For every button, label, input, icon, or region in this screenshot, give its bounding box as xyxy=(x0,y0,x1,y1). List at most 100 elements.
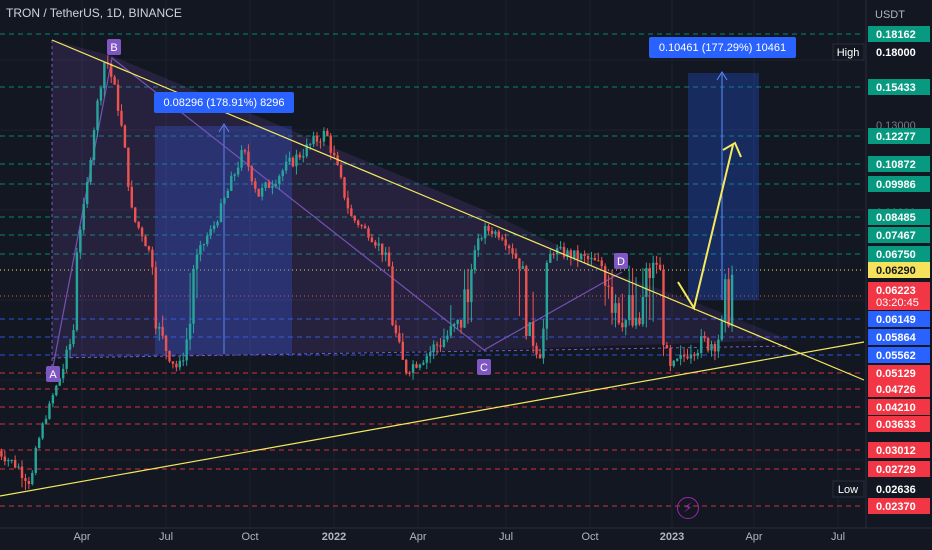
candle xyxy=(202,244,206,246)
candle xyxy=(110,63,113,77)
candle xyxy=(504,239,507,246)
flash-icon[interactable]: ⚡ xyxy=(677,497,699,519)
candle xyxy=(483,225,487,239)
candle xyxy=(662,269,665,345)
candle xyxy=(511,248,514,254)
candle xyxy=(85,182,89,205)
candle xyxy=(68,344,72,350)
candle xyxy=(120,110,123,126)
pattern-point-label: D xyxy=(617,256,625,268)
candle xyxy=(356,220,360,226)
candle xyxy=(593,258,597,261)
candle xyxy=(34,447,37,473)
last-price-value: 0.06223 xyxy=(876,285,916,297)
candle xyxy=(507,245,511,249)
candle xyxy=(89,159,92,183)
candle xyxy=(717,339,720,352)
candle xyxy=(370,237,374,243)
level-tag-label: 0.05129 xyxy=(876,368,916,380)
candle xyxy=(418,364,422,368)
low-tag xyxy=(868,481,930,497)
candle xyxy=(432,344,435,353)
time-tick-label: 2022 xyxy=(322,531,346,543)
last-price-tag xyxy=(868,282,930,310)
candle xyxy=(144,236,147,247)
candle xyxy=(44,418,48,424)
candle xyxy=(161,326,164,336)
candle xyxy=(192,268,195,324)
level-tag xyxy=(868,442,930,458)
candle xyxy=(17,466,20,468)
candle xyxy=(610,286,614,313)
candle xyxy=(3,456,7,462)
level-tag xyxy=(868,128,930,144)
candle xyxy=(13,459,17,468)
candle xyxy=(473,250,477,270)
high-value: 0.18000 xyxy=(876,47,916,59)
candle xyxy=(435,344,439,346)
candle xyxy=(61,368,65,379)
candle xyxy=(689,354,693,359)
pattern-fill-right xyxy=(484,210,790,350)
candle xyxy=(127,147,130,187)
candle xyxy=(463,289,466,328)
candle xyxy=(384,252,387,256)
candle xyxy=(696,352,699,356)
candle xyxy=(199,245,202,255)
candle xyxy=(518,258,521,269)
candle xyxy=(264,182,267,188)
candle xyxy=(658,264,662,270)
candle xyxy=(442,339,446,347)
candle xyxy=(487,225,490,231)
candle xyxy=(614,303,617,313)
candle xyxy=(257,188,260,197)
candle xyxy=(586,255,590,260)
time-tick-label: Oct xyxy=(241,531,258,543)
candle xyxy=(617,303,621,323)
candle xyxy=(521,266,525,269)
time-tick-label: Apr xyxy=(745,531,762,543)
level-tag xyxy=(868,311,930,327)
candle xyxy=(295,154,298,167)
candle xyxy=(706,338,710,351)
candle xyxy=(655,262,658,265)
level-tag-label: 0.04210 xyxy=(876,402,916,414)
candle xyxy=(686,356,689,359)
high-label: High xyxy=(837,47,860,59)
low-badge xyxy=(832,480,865,498)
level-tag xyxy=(868,246,930,262)
candle xyxy=(603,266,607,286)
candle xyxy=(326,130,329,136)
candle xyxy=(651,262,655,279)
level-tag xyxy=(868,416,930,432)
candle xyxy=(600,260,603,267)
candle xyxy=(154,267,157,329)
candle xyxy=(240,150,243,168)
candle xyxy=(48,403,51,419)
candle xyxy=(302,156,305,158)
candle xyxy=(391,266,394,326)
candle xyxy=(466,289,470,303)
chart-title: TRON / TetherUS, 1D, BINANCE xyxy=(6,6,182,20)
pattern-point-B xyxy=(107,39,121,55)
candle xyxy=(408,372,411,374)
candle xyxy=(559,246,562,249)
current-price-tag xyxy=(868,262,930,278)
time-tick-label: Jul xyxy=(499,531,513,543)
candle xyxy=(648,268,651,279)
candle xyxy=(130,186,133,208)
candle xyxy=(65,349,68,369)
candle xyxy=(631,295,634,326)
level-tag-label: 0.03633 xyxy=(876,419,916,431)
candle xyxy=(332,152,336,156)
level-tag xyxy=(868,79,930,95)
level-tag xyxy=(868,227,930,243)
candle xyxy=(51,395,55,404)
level-tag xyxy=(868,365,930,381)
level-tag xyxy=(868,347,930,363)
candle xyxy=(387,252,391,267)
pattern-fill xyxy=(52,40,484,358)
candle xyxy=(645,268,648,297)
